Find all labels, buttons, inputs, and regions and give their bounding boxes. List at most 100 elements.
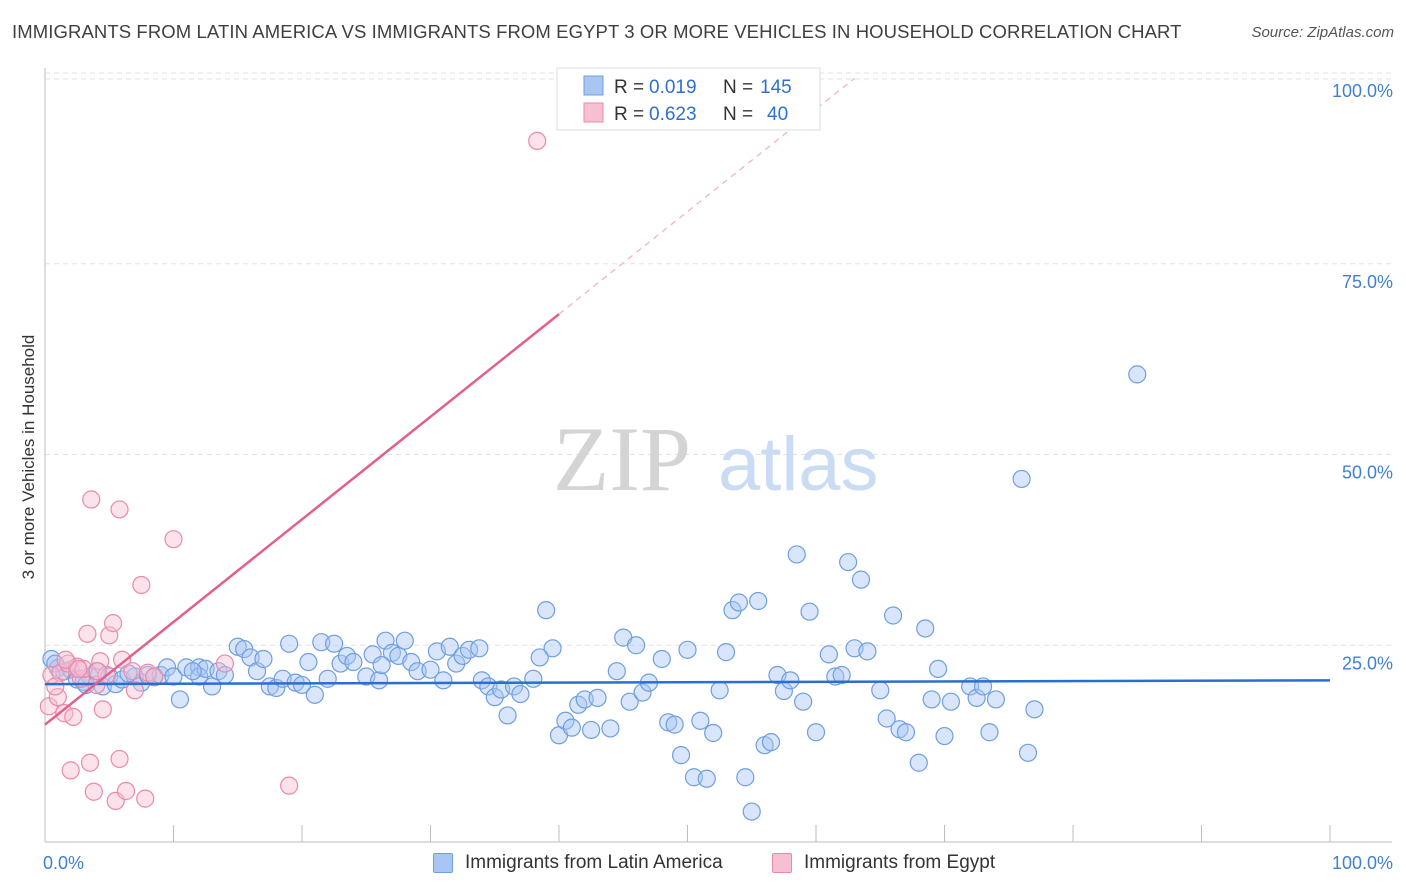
trend-line-egypt-extension <box>558 77 855 315</box>
data-point-latin-america <box>607 662 626 681</box>
data-point-egypt <box>110 749 129 769</box>
data-point-latin-america <box>710 681 729 700</box>
data-point-latin-america <box>524 669 543 688</box>
data-point-egypt <box>46 677 65 696</box>
y-axis-label: 3 or more Vehicles in Household <box>19 335 38 580</box>
data-point-latin-america <box>280 634 299 653</box>
data-point-latin-america <box>254 649 273 669</box>
data-point-latin-america <box>582 720 601 740</box>
data-point-latin-america <box>678 640 697 659</box>
data-point-latin-america <box>202 677 222 696</box>
data-point-egypt <box>56 650 75 669</box>
data-point-egypt <box>88 662 107 681</box>
data-point-latin-america <box>941 692 961 711</box>
data-point-latin-america <box>318 669 337 688</box>
grid-lines <box>45 72 1392 646</box>
data-point-latin-america <box>325 634 344 653</box>
data-point-latin-america <box>671 746 691 765</box>
data-point-latin-america <box>164 667 183 686</box>
trend-lines <box>44 77 1331 726</box>
data-point-egypt <box>61 761 80 780</box>
legend-n-label-2: N = <box>723 104 753 125</box>
data-point-latin-america <box>877 709 896 728</box>
tick-labels: 25.0% 50.0% 75.0% 100.0% 0.0% 100.0% <box>43 81 1393 873</box>
data-point-egypt <box>48 688 67 707</box>
y-tick-label: 25.0% <box>1342 653 1393 673</box>
legend-label-latin-america: Immigrants from Latin America <box>465 852 723 873</box>
data-point-latin-america <box>716 643 736 662</box>
data-point-latin-america <box>691 711 710 730</box>
data-point-latin-america <box>556 711 575 730</box>
data-point-latin-america <box>537 601 556 620</box>
data-point-latin-america <box>935 726 954 746</box>
trend-line-latin-america <box>44 679 1331 686</box>
data-point-latin-america <box>652 649 671 669</box>
data-point-egypt <box>528 131 547 151</box>
data-point-egypt <box>116 781 136 801</box>
data-point-egypt <box>93 700 112 719</box>
data-point-latin-america <box>183 662 202 681</box>
data-point-latin-america <box>344 652 363 672</box>
data-point-latin-america <box>909 753 928 772</box>
watermark-atlas: atlas <box>718 422 879 507</box>
x-tick-label: 100.0% <box>1332 853 1393 873</box>
data-point-latin-america <box>781 671 800 690</box>
data-point-latin-america <box>395 631 414 650</box>
data-point-latin-america <box>871 681 890 700</box>
data-point-latin-america <box>922 690 941 709</box>
data-point-egypt <box>136 789 155 808</box>
data-point-latin-america <box>440 637 459 656</box>
chart-title: IMMIGRANTS FROM LATIN AMERICA VS IMMIGRA… <box>12 21 1182 42</box>
data-point-latin-america <box>447 654 466 673</box>
data-point-latin-america <box>800 602 819 621</box>
legend-r-value-2: 0.623 <box>649 104 697 125</box>
axes <box>44 68 1392 843</box>
legend-swatch-blue <box>583 75 604 96</box>
legend-item-egypt: Immigrants from Egypt <box>772 852 995 874</box>
data-point-latin-america <box>665 715 684 734</box>
data-point-latin-america <box>806 723 826 742</box>
data-point-egypt <box>80 753 100 772</box>
data-point-latin-america <box>601 719 620 738</box>
legend-swatch-egypt <box>772 853 792 873</box>
data-point-egypt <box>84 782 103 801</box>
data-point-egypt <box>125 681 145 700</box>
data-point-latin-america <box>588 688 607 707</box>
data-point-egypt <box>74 659 93 679</box>
data-point-latin-america <box>729 593 749 612</box>
data-point-latin-america <box>543 639 562 658</box>
data-point-latin-america <box>742 802 761 821</box>
data-point-latin-america <box>851 570 871 589</box>
data-point-latin-america <box>485 688 504 707</box>
data-point-latin-america <box>787 545 806 564</box>
data-point-latin-america <box>633 683 652 702</box>
data-point-latin-america <box>305 685 324 704</box>
data-point-egypt <box>145 667 164 686</box>
data-point-egypt <box>55 704 74 723</box>
legend-label-egypt: Immigrants from Egypt <box>804 852 996 873</box>
data-point-latin-america <box>299 652 318 672</box>
data-point-latin-america <box>402 652 421 672</box>
watermark: ZIP atlas <box>553 408 879 510</box>
data-point-latin-america <box>170 690 190 709</box>
data-point-latin-america <box>1018 743 1038 762</box>
data-point-latin-america <box>928 659 948 679</box>
data-point-latin-america <box>986 690 1006 709</box>
data-point-latin-america <box>697 769 716 788</box>
data-point-latin-america <box>421 660 440 679</box>
data-point-latin-america <box>749 591 768 611</box>
data-point-latin-america <box>736 768 755 787</box>
data-point-latin-america <box>562 718 581 737</box>
data-point-latin-america <box>292 675 312 695</box>
legend-n-value-1: 145 <box>760 77 792 98</box>
data-point-latin-america <box>620 692 639 711</box>
data-point-latin-america <box>372 655 391 675</box>
legend-bottom: Immigrants from Latin America Immigrants… <box>0 852 1406 878</box>
data-point-egypt <box>82 490 101 509</box>
data-point-latin-america <box>916 619 935 638</box>
legend-n-value-2: 40 <box>767 104 788 125</box>
data-point-latin-america <box>1012 469 1031 489</box>
data-point-egypt <box>64 707 83 727</box>
data-point-latin-america <box>530 648 549 667</box>
data-point-latin-america <box>832 665 851 685</box>
